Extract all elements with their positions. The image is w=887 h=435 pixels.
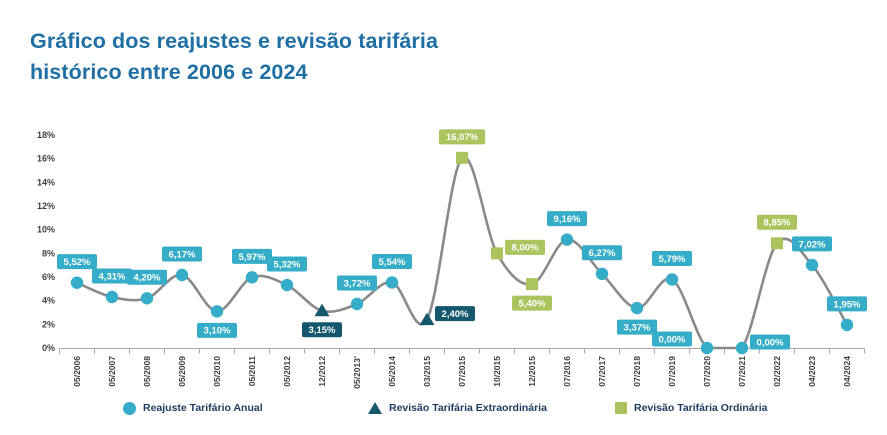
- legend-label-revisao-extraordinaria: Revisão Tarifária Extraordinária: [389, 402, 547, 414]
- svg-text:10/2015: 10/2015: [492, 356, 502, 387]
- svg-text:12/2015: 12/2015: [527, 356, 537, 387]
- svg-text:16,07%: 16,07%: [446, 132, 479, 143]
- svg-text:07/2016: 07/2016: [562, 356, 572, 387]
- svg-text:03/2015: 03/2015: [422, 356, 432, 387]
- svg-text:8,00%: 8,00%: [512, 243, 539, 254]
- svg-text:05/2012: 05/2012: [282, 356, 292, 387]
- svg-text:8,85%: 8,85%: [764, 218, 791, 229]
- svg-text:04/2023: 04/2023: [807, 356, 817, 387]
- svg-text:4,31%: 4,31%: [99, 271, 126, 282]
- svg-text:07/2018: 07/2018: [632, 356, 642, 387]
- data-labels: 5,52% 4,31% 4,20% 6,17% 3,10% 5,97% 5,32% 3,15%…: [57, 129, 867, 350]
- legend-item-revisao-extraordinaria: Revisão Tarifária Extraordinária: [368, 400, 547, 416]
- x-axis-labels: 05/2006 05/2007 05/2008 05/2009 05/2010 05/20…: [72, 356, 852, 389]
- svg-text:8%: 8%: [42, 248, 55, 258]
- svg-text:4,20%: 4,20%: [134, 273, 161, 284]
- legend-item-reajuste-anual: Reajuste Tarifário Anual: [123, 400, 263, 416]
- page-title-line2: histórico entre 2006 e 2024: [30, 60, 308, 84]
- svg-text:0,00%: 0,00%: [659, 334, 686, 345]
- svg-text:07/2019: 07/2019: [667, 356, 677, 387]
- svg-text:4%: 4%: [42, 296, 55, 306]
- svg-text:6,27%: 6,27%: [589, 248, 616, 259]
- svg-text:05/2006: 05/2006: [72, 356, 82, 387]
- svg-text:05/2011: 05/2011: [247, 356, 257, 387]
- svg-text:3,10%: 3,10%: [204, 326, 231, 337]
- svg-text:14%: 14%: [37, 177, 55, 187]
- svg-text:12/2012: 12/2012: [317, 356, 327, 387]
- svg-text:0%: 0%: [42, 343, 55, 353]
- svg-text:05/2013': 05/2013': [352, 356, 362, 389]
- svg-text:5,40%: 5,40%: [519, 299, 546, 310]
- svg-text:7,02%: 7,02%: [799, 239, 826, 250]
- svg-text:04/2024: 04/2024: [842, 356, 852, 387]
- svg-text:5,52%: 5,52%: [64, 257, 91, 268]
- legend-label-revisao-ordinaria: Revisão Tarifária Ordinária: [634, 402, 768, 414]
- svg-text:07/2021: 07/2021: [737, 356, 747, 387]
- svg-text:3,72%: 3,72%: [344, 278, 371, 289]
- svg-text:18%: 18%: [37, 130, 55, 140]
- square-marker-icon: [615, 402, 627, 414]
- page-title: Gráfico dos reajustes e revisão tarifári…: [30, 26, 438, 88]
- legend-item-revisao-ordinaria: Revisão Tarifária Ordinária: [615, 400, 767, 416]
- svg-text:5,54%: 5,54%: [379, 257, 406, 268]
- svg-text:16%: 16%: [37, 154, 55, 164]
- svg-text:05/2007: 05/2007: [107, 356, 117, 387]
- svg-text:2,40%: 2,40%: [442, 309, 469, 320]
- page-title-line1: Gráfico dos reajustes e revisão tarifári…: [30, 29, 439, 53]
- svg-text:07/2017: 07/2017: [597, 356, 607, 387]
- svg-text:5,97%: 5,97%: [239, 252, 266, 263]
- svg-text:05/2010: 05/2010: [212, 356, 222, 387]
- svg-text:5,79%: 5,79%: [659, 254, 686, 265]
- svg-text:2%: 2%: [42, 319, 55, 329]
- svg-text:0,00%: 0,00%: [757, 337, 784, 348]
- svg-text:10%: 10%: [37, 225, 55, 235]
- svg-text:05/2008: 05/2008: [142, 356, 152, 387]
- svg-text:3,15%: 3,15%: [309, 325, 336, 336]
- y-axis-labels: 0% 2% 4% 6% 8% 10% 12% 14% 16% 18%: [37, 130, 55, 353]
- svg-text:05/2009: 05/2009: [177, 356, 187, 387]
- svg-text:07/2020: 07/2020: [702, 356, 712, 387]
- svg-text:6,17%: 6,17%: [169, 249, 196, 260]
- svg-text:3,37%: 3,37%: [624, 323, 651, 334]
- svg-text:9,16%: 9,16%: [554, 214, 581, 225]
- circle-marker-icon: [123, 401, 136, 415]
- svg-text:12%: 12%: [37, 201, 55, 211]
- svg-text:07/2015: 07/2015: [457, 356, 467, 387]
- svg-text:5,32%: 5,32%: [274, 259, 301, 270]
- data-markers: [70, 151, 854, 355]
- svg-text:1,95%: 1,95%: [834, 299, 861, 310]
- svg-text:05/2014: 05/2014: [387, 356, 397, 387]
- svg-text:6%: 6%: [42, 272, 55, 282]
- svg-text:02/2022: 02/2022: [772, 356, 782, 387]
- triangle-marker-icon: [368, 402, 382, 414]
- legend-label-reajuste-anual: Reajuste Tarifário Anual: [143, 402, 263, 414]
